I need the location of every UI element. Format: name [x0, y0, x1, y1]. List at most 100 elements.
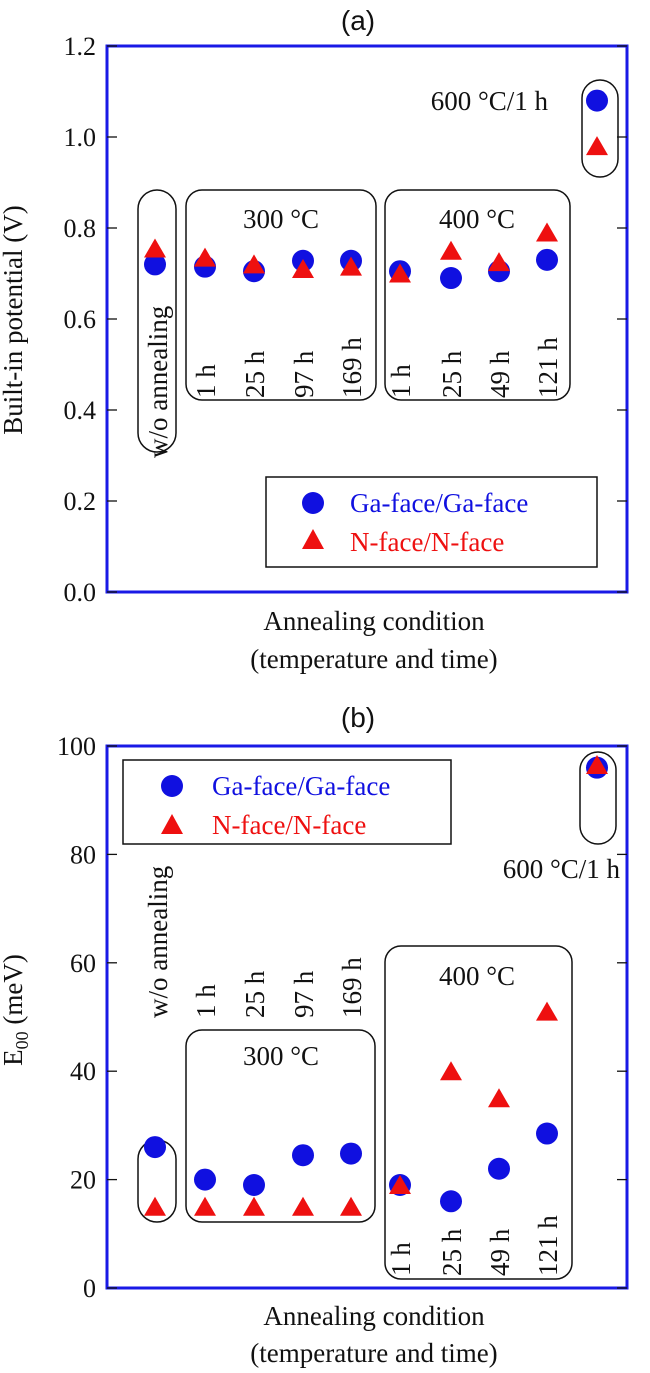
panel-a-group-label-400c: 400 °C	[439, 204, 515, 234]
panel-b-n-point	[144, 1196, 166, 1216]
panel-a-y-tick-label: 0.2	[64, 487, 97, 516]
panel-b-condition-label: 25 h	[437, 1228, 467, 1276]
panel-b-y-tick-label: 80	[70, 840, 96, 869]
panel-b-ga-point	[340, 1142, 362, 1165]
panel-a-group-box-400c	[384, 189, 571, 401]
panel-a-n-point	[586, 136, 608, 156]
panel-a-y-tick-label: 0.6	[64, 305, 97, 334]
panel-b-legend-marker-n	[161, 814, 183, 834]
panel-a-condition-label: 97 h	[289, 350, 319, 398]
panel-b-y-axis-label-subscript: 00	[12, 1031, 32, 1049]
panel-a-condition-label: 169 h	[337, 337, 367, 398]
panel-a: (a) 0.0 0.2 0.4 0.6 0.8 1.0 1.2 Built-in poten…	[0, 5, 629, 674]
panel-b-n-point	[340, 1196, 362, 1216]
panel-b-y-tick-label: 100	[57, 732, 96, 761]
panel-a-x-axis-label: Annealing condition	[263, 606, 485, 636]
panel-a-legend-marker-n	[302, 529, 324, 549]
panel-a-group-box-unannealed	[137, 189, 177, 453]
panel-b: (b) 0 20 40 60 80 100 E00 (meV) 300 °C 400 °C…	[0, 702, 629, 1368]
panel-b-n-point	[440, 1061, 462, 1081]
panel-b-n-point	[536, 1001, 558, 1021]
panel-a-n-point	[536, 222, 558, 242]
panel-a-legend-box	[265, 476, 598, 568]
panel-b-ga-point	[194, 1168, 216, 1191]
panel-b-ga-point	[536, 1122, 558, 1145]
panel-a-n-point	[243, 254, 265, 274]
panel-a-group-label-600c: 600 °C/1 h	[431, 86, 549, 116]
panel-a-y-tick-label: 0.0	[64, 578, 97, 607]
panel-b-x-axis-sublabel: (temperature and time)	[250, 1338, 497, 1368]
panel-b-y-axis-label-unit: (meV)	[0, 954, 28, 1031]
panel-a-n-point	[194, 247, 216, 267]
panel-b-x-axis-label: Annealing condition	[263, 1301, 485, 1331]
panel-a-n-point	[440, 240, 462, 260]
panel-b-y-axis-label-symbol: E	[0, 1049, 28, 1066]
panel-a-legend: Ga-face/Ga-face N-face/N-face	[265, 476, 598, 568]
panel-b-legend-label-ga: Ga-face/Ga-face	[212, 771, 390, 801]
panel-b-n-point	[586, 754, 608, 774]
panel-b-condition-label: 49 h	[485, 1228, 515, 1276]
panel-b-condition-label: 121 h	[533, 1215, 563, 1276]
panel-a-ga-point	[144, 253, 166, 276]
panel-a-y-tick-label: 0.4	[64, 396, 97, 425]
panel-b-condition-labels: w/o annealing 1 h 25 h 97 h 169 h 1 h 25 h 49 h…	[143, 866, 563, 1276]
panel-b-label: (b)	[341, 702, 375, 733]
panel-b-ga-point	[243, 1174, 265, 1197]
panel-a-y-axis: 0.0 0.2 0.4 0.6 0.8 1.0 1.2	[64, 32, 627, 607]
panel-b-n-point	[488, 1088, 510, 1108]
panel-a-group-label-300c: 300 °C	[243, 204, 319, 234]
panel-a-group-box-600c	[581, 79, 619, 178]
panel-b-n-point	[194, 1196, 216, 1216]
panel-a-y-tick-label: 1.2	[64, 32, 97, 61]
panel-a-condition-label: 25 h	[437, 350, 467, 398]
panel-b-y-axis: 0 20 40 60 80 100	[57, 732, 627, 1303]
panel-a-condition-label: w/o annealing	[143, 306, 173, 458]
panel-b-condition-label: 1 h	[191, 984, 221, 1018]
panel-b-plot-frame	[105, 744, 629, 1290]
panel-b-ga-point	[488, 1157, 510, 1180]
panel-a-y-tick-label: 0.8	[64, 214, 97, 243]
panel-b-condition-label: w/o annealing	[143, 866, 173, 1018]
panel-a-label: (a)	[341, 5, 375, 36]
panel-a-condition-labels: w/o annealing 1 h 25 h 97 h 169 h 1 h 25 h 49 h…	[143, 306, 563, 458]
panel-b-data-marks	[144, 754, 608, 1216]
panel-b-condition-label: 25 h	[240, 970, 270, 1018]
panel-a-condition-label: 121 h	[533, 337, 563, 398]
panel-b-condition-label: 1 h	[386, 1242, 416, 1276]
panel-a-legend-label-ga: Ga-face/Ga-face	[350, 488, 528, 518]
panel-b-group-label-400c: 400 °C	[439, 961, 515, 991]
panel-a-condition-label: 25 h	[240, 350, 270, 398]
panel-b-group-box-300c	[185, 1029, 376, 1223]
panel-b-ga-point	[292, 1144, 314, 1167]
panel-b-n-point	[389, 1175, 411, 1195]
panel-b-group-label-300c: 300 °C	[243, 1041, 319, 1071]
panel-a-legend-label-n: N-face/N-face	[350, 527, 504, 557]
panel-b-y-tick-label: 0	[83, 1274, 96, 1303]
panel-a-x-axis-sublabel: (temperature and time)	[250, 644, 497, 674]
panel-b-n-point	[292, 1196, 314, 1216]
panel-a-ga-point	[586, 89, 608, 112]
panel-a-condition-label: 1 h	[386, 364, 416, 398]
panel-a-ga-point	[440, 267, 462, 290]
panel-b-group-box-600c	[579, 751, 617, 845]
panel-b-group-box-400c	[384, 945, 573, 1280]
panel-a-n-point	[488, 252, 510, 272]
panel-a-condition-label: 49 h	[485, 350, 515, 398]
panel-a-ga-point	[536, 248, 558, 271]
panel-b-y-tick-label: 60	[70, 949, 96, 978]
panel-b-n-point	[243, 1196, 265, 1216]
panel-a-n-point	[292, 258, 314, 278]
panel-a-legend-marker-ga	[302, 492, 324, 514]
panel-a-y-tick-label: 1.0	[64, 123, 97, 152]
panel-b-y-tick-label: 40	[70, 1057, 96, 1086]
panel-a-y-axis-label: Built-in potential (V)	[0, 205, 28, 434]
panel-a-condition-label: 1 h	[191, 364, 221, 398]
panel-b-legend: Ga-face/Ga-face N-face/N-face	[122, 759, 452, 845]
panel-a-data-marks	[144, 89, 608, 290]
panel-a-group-box-300c	[185, 189, 377, 401]
panel-b-ga-point	[440, 1190, 462, 1213]
panel-b-legend-box	[122, 759, 452, 845]
panel-a-n-point	[389, 263, 411, 283]
panel-b-y-axis-label: E00 (meV)	[0, 954, 32, 1066]
